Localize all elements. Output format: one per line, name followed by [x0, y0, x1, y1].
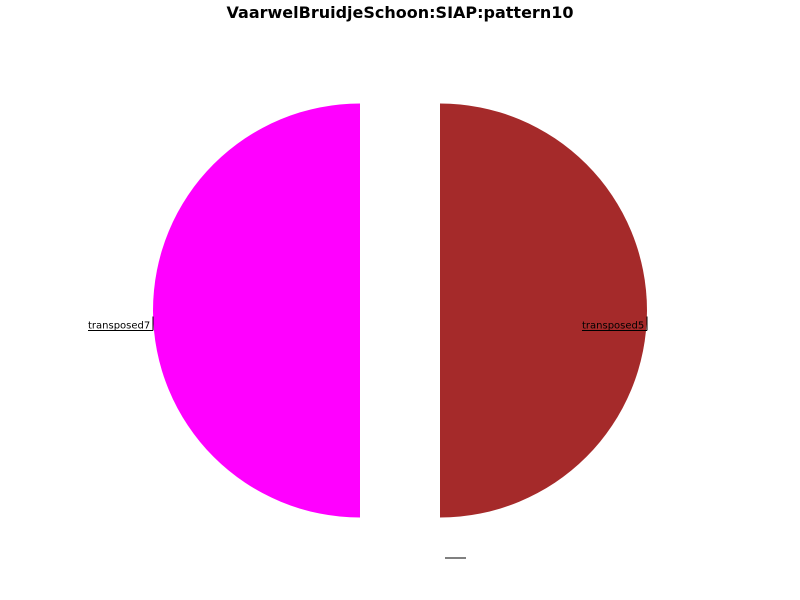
slice-label: transposed5 [582, 321, 644, 332]
labels-layer: transposed5 transposed7 [88, 316, 648, 559]
slices-layer [152, 103, 647, 518]
chart-title: VaarwelBruidjeSchoon:SIAP:pattern10 [226, 3, 574, 22]
pie-slice-transposed7 [152, 103, 360, 518]
slice-label-group-2: transposed7 [88, 316, 154, 332]
pie-slice-transposed5 [440, 103, 647, 518]
slice-label: transposed7 [88, 321, 150, 332]
slice-label-group-0: transposed5 [582, 316, 648, 332]
